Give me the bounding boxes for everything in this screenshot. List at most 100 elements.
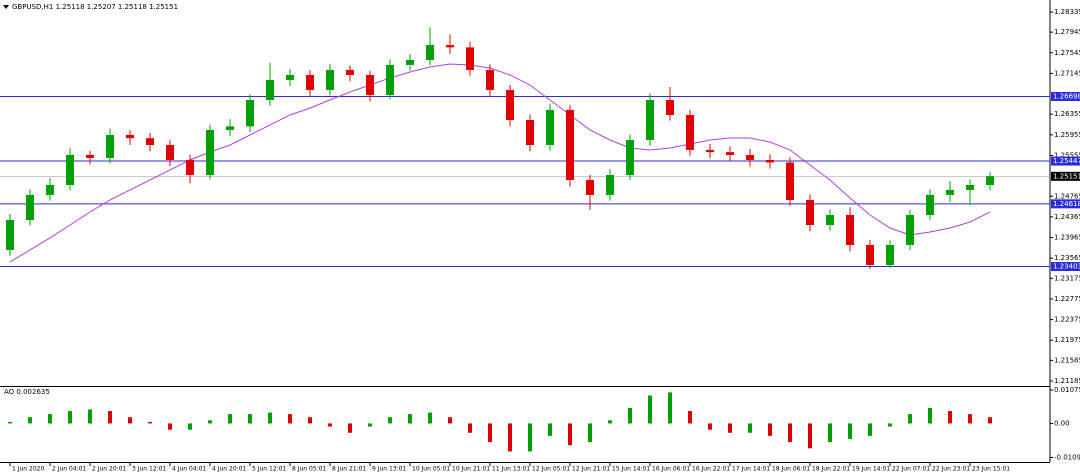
candle-body — [826, 214, 834, 225]
ao-bar — [328, 423, 332, 427]
candle-body — [186, 159, 194, 175]
candle-body — [686, 114, 694, 150]
y-tick-label: 1.25955 — [1054, 131, 1080, 139]
ao-bar — [708, 423, 712, 430]
ao-bar — [868, 423, 872, 436]
ao-bar — [268, 412, 272, 424]
ao-bar — [728, 423, 732, 433]
ao-bar — [788, 423, 792, 443]
ao-bar — [588, 423, 592, 443]
ao-bar — [68, 411, 72, 424]
ao-bar — [648, 395, 652, 424]
candle-body — [346, 69, 354, 75]
ao-bar — [428, 412, 432, 424]
chart-title: GBPUSD,H1 1.25118 1.25207 1.25118 1.2515… — [12, 3, 178, 11]
ao-bar — [508, 423, 512, 452]
y-tick-label: 1.21185 — [1054, 377, 1080, 385]
candle-body — [606, 174, 614, 195]
x-tick-label: 22 Jun 07:01 — [892, 466, 930, 473]
candle-body — [566, 109, 574, 180]
candle-body — [266, 79, 274, 101]
candle-body — [446, 44, 454, 48]
ao-bar — [448, 417, 452, 424]
y-tick-label: 1.23965 — [1054, 234, 1080, 242]
candle-body — [326, 69, 334, 90]
last-price-box — [1051, 171, 1080, 181]
y-tick-label: 1.23565 — [1054, 254, 1080, 262]
x-tick-label: 15 Jun 14:01 — [612, 466, 650, 473]
candle-body — [126, 134, 134, 139]
ao-bar — [408, 414, 412, 424]
candle-body — [386, 64, 394, 96]
ao-bar — [608, 420, 612, 424]
candle-body — [526, 119, 534, 146]
y-tick-label: 1.27145 — [1054, 69, 1080, 77]
y-tick-label: 1.23175 — [1054, 274, 1080, 282]
candle-body — [286, 74, 294, 80]
ao-bar — [808, 423, 812, 449]
ao-bar — [548, 423, 552, 436]
y-tick-label: -0.010929 — [1054, 453, 1080, 461]
ao-bar — [748, 423, 752, 433]
candle-body — [366, 74, 374, 96]
y-tick-label: 1.21585 — [1054, 356, 1080, 364]
candle-body — [106, 134, 114, 158]
y-tick-label: 0.00 — [1054, 419, 1070, 427]
x-tick-label: 12 Jun 05:01 — [532, 466, 570, 473]
candle-body — [706, 149, 714, 153]
ao-bar — [288, 414, 292, 424]
level-label: 1.23403 — [1053, 263, 1080, 271]
y-tick-label: 1.27545 — [1054, 49, 1080, 57]
level-label-box — [1051, 262, 1080, 272]
y-tick-label: 1.22375 — [1054, 316, 1080, 324]
level-label: 1.24618 — [1053, 200, 1080, 208]
ao-bar — [28, 417, 32, 424]
x-tick-label: 16 Jun 22:01 — [692, 466, 730, 473]
level-label-box — [1051, 156, 1080, 166]
ao-bar — [888, 423, 892, 427]
ao-bar — [188, 423, 192, 430]
ao-bar — [368, 423, 372, 427]
candle-body — [46, 185, 54, 195]
x-tick-label: 22 Jun 23:01 — [932, 466, 970, 473]
ao-bar — [8, 421, 12, 424]
ao-bar — [308, 417, 312, 424]
level-label: 1.26698 — [1053, 93, 1080, 101]
candle-body — [906, 214, 914, 245]
candle-body — [86, 154, 94, 158]
x-tick-label: 17 Jun 14:01 — [732, 466, 770, 473]
ao-bar — [208, 420, 212, 424]
x-tick-label: 10 Jun 05:01 — [412, 466, 450, 473]
level-label-box — [1051, 92, 1080, 101]
candle-body — [486, 69, 494, 90]
ao-bar — [248, 414, 252, 424]
ao-bar — [348, 423, 352, 433]
candle-body — [426, 44, 434, 61]
y-tick-label: 1.24765 — [1054, 192, 1080, 200]
candle-body — [226, 126, 234, 130]
x-tick-label: 9 Jun 13:01 — [372, 466, 406, 473]
x-tick-label: 11 Jun 13:01 — [492, 466, 530, 473]
title-arrow — [3, 5, 9, 9]
candle-body — [806, 199, 814, 225]
candle-body — [946, 189, 954, 195]
x-tick-label: 3 Jun 12:01 — [132, 466, 166, 473]
ao-bar — [148, 421, 152, 424]
candle-body — [886, 244, 894, 265]
moving-average — [9, 63, 991, 263]
candle-body — [26, 194, 34, 220]
x-tick-label: 23 Jun 15:01 — [972, 466, 1010, 473]
candle-body — [926, 194, 934, 215]
ao-bar — [628, 407, 632, 424]
x-tick-label: 18 Jun 06:01 — [772, 466, 810, 473]
candle-body — [466, 47, 474, 70]
ao-bar — [388, 417, 392, 424]
candle-body — [666, 100, 674, 115]
ao-bar — [768, 423, 772, 436]
x-tick-label: 8 Jun 21:01 — [332, 466, 366, 473]
ao-bar — [928, 407, 932, 424]
ao-bar — [468, 423, 472, 433]
ao-title: AO 0.002635 — [4, 388, 50, 396]
